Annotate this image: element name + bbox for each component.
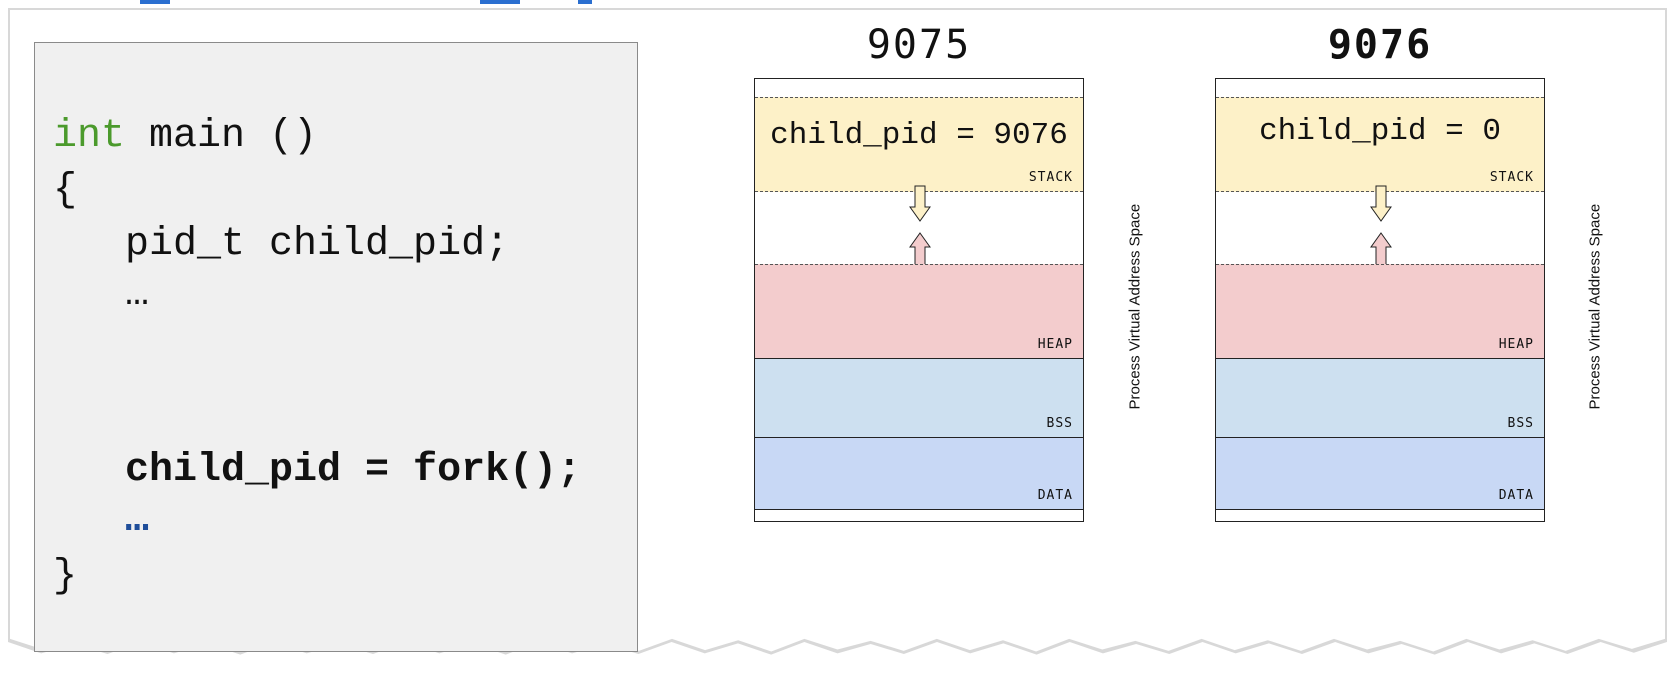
process-title-parent: 9075 — [866, 22, 972, 68]
heap-segment: HEAP — [1216, 264, 1544, 359]
code-panel: int main () { pid_t child_pid; … child_p… — [34, 42, 638, 652]
stack-segment: child_pid = 9076 STACK — [755, 97, 1083, 192]
cropped-heading-fragment — [480, 0, 520, 4]
cropped-heading-fragment — [578, 0, 592, 4]
cropped-heading-fragment — [140, 0, 170, 4]
heap-label: HEAP — [1037, 337, 1073, 352]
bss-segment: BSS — [1216, 359, 1544, 438]
heap-label: HEAP — [1498, 337, 1534, 352]
code-line-ellipsis: … — [53, 272, 150, 317]
stack-label: STACK — [1028, 170, 1073, 185]
bss-label: BSS — [1507, 416, 1534, 431]
stack-variable-value: child_pid = 9076 — [770, 118, 1068, 153]
code-line-declaration: pid_t child_pid; — [53, 222, 510, 267]
keyword-int: int — [53, 114, 126, 159]
code-line-fork-call: child_pid = fork(); — [53, 448, 582, 493]
data-segment: DATA — [755, 438, 1083, 510]
bss-segment: BSS — [755, 359, 1083, 438]
bss-label: BSS — [1046, 416, 1073, 431]
stack-label: STACK — [1489, 170, 1534, 185]
address-space-child: child_pid = 0 STACK HEAP BSS DATA — [1215, 78, 1545, 522]
address-space-side-label: Process Virtual Address Space — [1586, 203, 1604, 410]
code-line-open-brace: { — [53, 168, 78, 213]
heap-segment: HEAP — [755, 264, 1083, 359]
stack-segment: child_pid = 0 STACK — [1216, 97, 1544, 192]
stack-grows-down-arrow-icon — [909, 185, 931, 222]
code-main-signature: main () — [125, 114, 318, 159]
address-space-parent: child_pid = 9076 STACK HEAP BSS DATA — [754, 78, 1084, 522]
data-label: DATA — [1498, 488, 1534, 503]
code-line-close-brace: } — [53, 554, 78, 599]
process-title-child: 9076 — [1327, 22, 1433, 68]
code-line-main: int main () — [53, 113, 317, 161]
data-label: DATA — [1037, 488, 1073, 503]
code-line-ellipsis-after-fork: … — [53, 498, 150, 543]
stack-grows-down-arrow-icon — [1370, 185, 1392, 222]
stack-variable-value: child_pid = 0 — [1259, 114, 1501, 149]
data-segment: DATA — [1216, 438, 1544, 510]
address-space-side-label: Process Virtual Address Space — [1126, 203, 1144, 410]
